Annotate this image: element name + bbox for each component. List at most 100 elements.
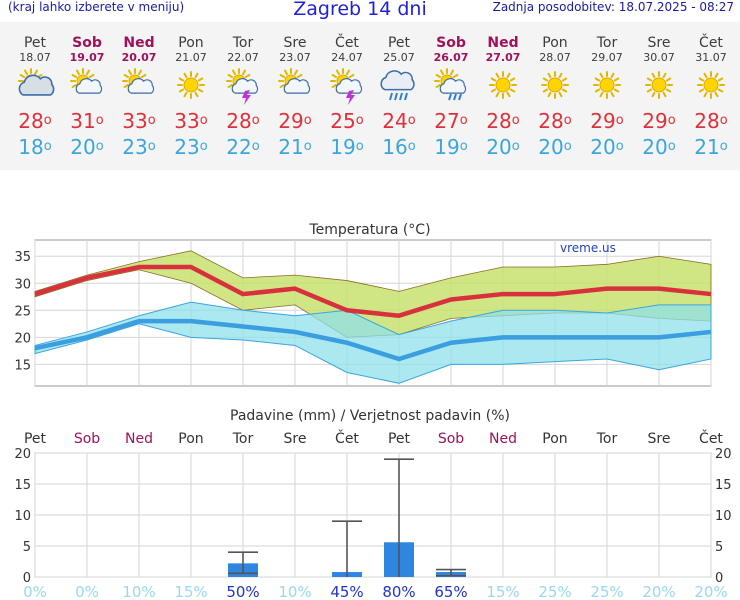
day-column: Pet 18.07 28o 18o <box>9 22 61 160</box>
day-name: Pon <box>542 35 568 51</box>
sun-cloud-icon <box>61 64 113 108</box>
precip-probability-label: 50% <box>226 583 259 600</box>
y-tick-label: 5 <box>23 540 31 555</box>
precip-probability-label: 0% <box>75 583 99 600</box>
min-temperature: 20o <box>70 135 104 159</box>
sun-icon <box>529 64 581 108</box>
precip-probability-label: 20% <box>642 583 675 600</box>
day-column: Čet 24.07 25o 19o <box>321 22 373 160</box>
day-date: 24.07 <box>331 51 363 64</box>
x-category-label: Sre <box>648 431 671 447</box>
x-category-label: Pet <box>24 431 47 447</box>
y-tick-label: 20 <box>14 331 31 346</box>
y-tick-label: 25 <box>14 304 31 319</box>
day-column: Sre 30.07 29o 20o <box>633 22 685 160</box>
sun-cloud-heavy-icon <box>9 64 61 108</box>
day-name: Ned <box>487 35 519 51</box>
min-temperature: 20o <box>642 135 676 159</box>
y-tick-label-right: 5 <box>715 540 723 555</box>
max-temperature: 28o <box>18 109 52 133</box>
x-category-label: Pon <box>542 431 567 447</box>
x-category-label: Pon <box>178 431 203 447</box>
temperature-chart: Temperatura (°C) 15 20 25 30 35 vreme.us <box>14 222 712 387</box>
max-temperature: 29o <box>278 109 312 133</box>
precip-probability-label: 20% <box>694 583 727 600</box>
page-title: Zagreb 14 dni <box>293 0 427 20</box>
cloud-rain-icon <box>373 64 425 108</box>
top-bar: (kraj lahko izberete v meniju) Zagreb 14… <box>0 0 740 22</box>
y-tick-label: 0 <box>23 571 31 586</box>
precip-probability-label: 15% <box>174 583 207 600</box>
day-column: Sob 19.07 31o 20o <box>61 22 113 160</box>
day-date: 20.07 <box>121 51 157 64</box>
max-temperature: 28o <box>538 109 572 133</box>
y-tick-label: 35 <box>14 250 31 265</box>
min-temperature: 19o <box>330 135 364 159</box>
chart-title: Temperatura (°C) <box>308 222 430 238</box>
y-tick-label: 30 <box>14 277 31 292</box>
menu-hint[interactable]: (kraj lahko izberete v meniju) <box>8 0 185 14</box>
y-tick-label-right: 0 <box>715 571 723 586</box>
sun-icon <box>685 64 737 108</box>
day-date: 18.07 <box>19 51 51 64</box>
max-temperature: 31o <box>70 109 104 133</box>
day-date: 30.07 <box>643 51 675 64</box>
day-date: 25.07 <box>383 51 415 64</box>
min-temperature: 22o <box>226 135 260 159</box>
max-temperature: 28o <box>694 109 728 133</box>
sun-icon <box>165 64 217 108</box>
day-column: Pon 21.07 33o 23o <box>165 22 217 160</box>
day-column: Pet 25.07 24o 16o <box>373 22 425 160</box>
min-temperature: 23o <box>122 135 156 159</box>
day-date: 19.07 <box>69 51 105 64</box>
day-column: Tor 22.07 28o 22o <box>217 22 269 160</box>
day-name: Sre <box>283 35 307 51</box>
max-temperature: 33o <box>174 109 208 133</box>
day-name: Sob <box>72 35 102 51</box>
min-temp-line <box>34 318 712 362</box>
day-date: 22.07 <box>227 51 259 64</box>
y-tick-label: 20 <box>14 447 31 462</box>
sun-cloud-thunder-icon <box>321 64 373 108</box>
max-temperature: 27o <box>434 109 468 133</box>
max-temperature: 29o <box>590 109 624 133</box>
day-name: Ned <box>123 35 155 51</box>
max-temperature: 24o <box>382 109 416 133</box>
max-temperature: 29o <box>642 109 676 133</box>
min-temperature: 20o <box>590 135 624 159</box>
day-name: Sre <box>647 35 671 51</box>
sun-cloud-icon <box>113 64 165 108</box>
precip-probability-label: 80% <box>382 583 415 600</box>
day-date: 31.07 <box>695 51 727 64</box>
precip-probability-label: 10% <box>278 583 311 600</box>
day-date: 28.07 <box>539 51 571 64</box>
min-temperature: 21o <box>278 135 312 159</box>
sun-icon <box>581 64 633 108</box>
day-date: 23.07 <box>279 51 311 64</box>
day-column: Ned 27.07 28o 20o <box>477 22 529 160</box>
x-category-label: Sob <box>438 431 464 447</box>
min-temperature: 18o <box>18 135 52 159</box>
precip-probability-label: 65% <box>434 583 467 600</box>
day-column: Ned 20.07 33o 23o <box>113 22 165 160</box>
day-column: Čet 31.07 28o 21o <box>685 22 737 160</box>
max-temperature: 33o <box>122 109 156 133</box>
max-temp-line <box>34 264 712 318</box>
day-name: Pet <box>387 35 411 51</box>
day-name: Pet <box>23 35 47 51</box>
precip-probability-label: 0% <box>23 583 47 600</box>
day-date: 27.07 <box>485 51 521 64</box>
day-date: 29.07 <box>591 51 623 64</box>
min-temperature: 20o <box>486 135 520 159</box>
min-temperature: 19o <box>434 135 468 159</box>
forecast-days-panel: Pet 18.07 28o 18o Sob 19.07 31o 20o Ned 20.07 33o 2… <box>0 22 740 170</box>
sun-cloud-thunder-icon <box>217 64 269 108</box>
precip-probability-label: 15% <box>486 583 519 600</box>
day-name: Tor <box>596 35 618 51</box>
x-category-label: Čet <box>335 429 359 447</box>
y-tick-label-right: 10 <box>715 509 732 524</box>
day-date: 21.07 <box>175 51 207 64</box>
day-column: Sre 23.07 29o 21o <box>269 22 321 160</box>
x-category-label: Pet <box>388 431 411 447</box>
day-name: Čet <box>699 35 723 51</box>
